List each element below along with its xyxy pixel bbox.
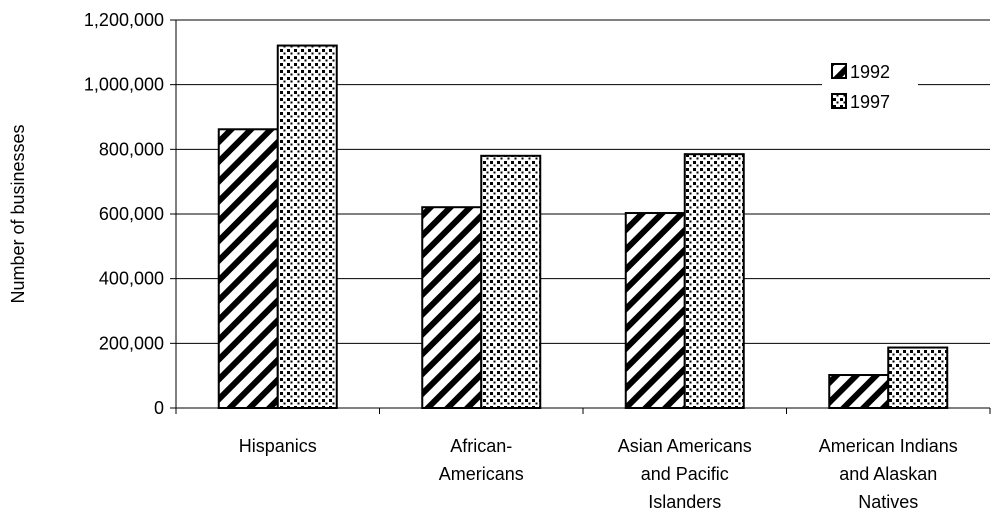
y-tick-label: 0	[154, 398, 164, 418]
y-tick-label: 1,200,000	[84, 10, 164, 30]
x-category-label-line: Islanders	[648, 492, 721, 512]
x-category-label-line: Asian Americans	[618, 436, 752, 456]
bar-1992-3	[828, 374, 890, 409]
bar-1992-1	[421, 206, 483, 409]
x-category-label-line: Hispanics	[239, 436, 317, 456]
y-tick-label: 200,000	[99, 333, 164, 353]
x-category-label-line: American Indians	[819, 436, 958, 456]
x-category-label: American Indians and Alaskan Natives	[819, 436, 958, 512]
y-tick-label: 600,000	[99, 204, 164, 224]
legend-label: 1992	[850, 62, 890, 82]
x-category-label: Asian Americans and Pacific Islanders	[618, 436, 752, 512]
axis-labels: 0 200,000 400,000 600,000 800,000 1,000,000 1,…	[8, 10, 958, 512]
bar-1992-2	[624, 212, 686, 409]
x-category-label-line: African-	[450, 436, 512, 456]
x-category-label: Hispanics	[239, 436, 317, 456]
bar-1997-2	[683, 153, 745, 409]
x-category-label-line: and Alaskan	[839, 464, 937, 484]
legend-label: 1997	[850, 92, 890, 112]
bar-1992-0	[217, 128, 279, 410]
y-tick-label: 400,000	[99, 269, 164, 289]
bar-1997-0	[276, 44, 338, 409]
x-category-label-line: Natives	[858, 492, 918, 512]
y-tick-label: 800,000	[99, 139, 164, 159]
bar-1997-3	[887, 346, 949, 409]
x-category-label-line: and Pacific	[641, 464, 729, 484]
y-axis-title: Number of businesses	[8, 124, 28, 303]
bar-1997-1	[480, 154, 542, 409]
legend: 1992 1997	[822, 54, 918, 132]
x-category-label: African- Americans	[439, 436, 524, 484]
y-tick-label: 1,000,000	[84, 75, 164, 95]
legend-swatch-1992	[831, 63, 847, 79]
bars	[217, 44, 949, 410]
legend-swatch-1997	[831, 93, 847, 109]
x-category-label-line: Americans	[439, 464, 524, 484]
